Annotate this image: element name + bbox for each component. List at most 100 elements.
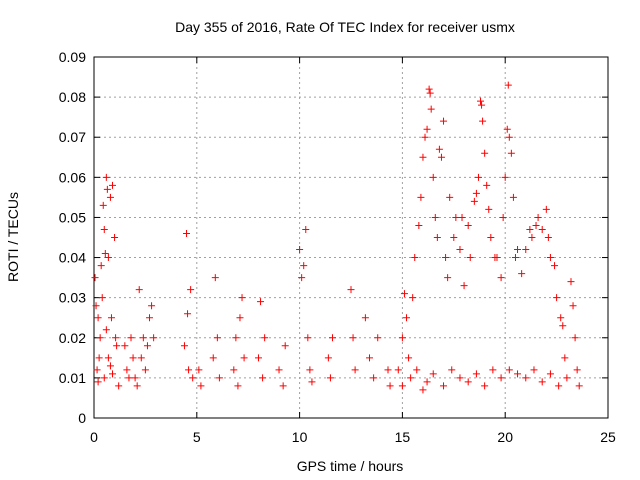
data-point	[485, 205, 493, 213]
data-point	[106, 193, 114, 201]
data-point	[546, 254, 554, 262]
data-point	[514, 246, 522, 254]
data-point	[427, 105, 435, 113]
x-tick-label: 0	[90, 429, 98, 445]
data-point	[419, 386, 427, 394]
data-point	[259, 374, 267, 382]
data-point	[109, 181, 117, 189]
data-point	[101, 250, 109, 258]
x-tick-label: 25	[600, 429, 616, 445]
data-point	[180, 342, 188, 350]
data-point	[442, 254, 450, 262]
data-point	[127, 334, 135, 342]
data-point	[511, 254, 519, 262]
data-point	[104, 254, 112, 262]
data-point	[213, 334, 221, 342]
data-point	[464, 378, 472, 386]
scatter-points	[91, 81, 583, 394]
data-point	[394, 366, 402, 374]
data-point	[326, 374, 334, 382]
y-axis-title: ROTI / TECUs	[5, 192, 21, 282]
data-point	[409, 294, 417, 302]
data-point	[281, 342, 289, 350]
data-point	[400, 290, 408, 298]
x-axis-title: GPS time / hours	[297, 458, 404, 474]
data-point	[440, 117, 448, 125]
y-tick-label: 0.01	[59, 370, 86, 386]
data-point	[563, 374, 571, 382]
data-point	[555, 382, 563, 390]
data-point	[478, 101, 486, 109]
data-point	[553, 294, 561, 302]
data-point	[444, 274, 452, 282]
data-point	[300, 262, 308, 270]
data-point	[429, 370, 437, 378]
data-point	[505, 133, 513, 141]
data-point	[458, 213, 466, 221]
data-point	[481, 382, 489, 390]
data-point	[104, 354, 112, 362]
data-point	[215, 374, 223, 382]
data-point	[507, 149, 515, 157]
data-point	[112, 334, 120, 342]
data-point	[115, 382, 123, 390]
data-point	[370, 374, 378, 382]
data-point	[544, 234, 552, 241]
data-point	[433, 234, 441, 241]
data-point	[143, 342, 151, 350]
data-point	[195, 366, 203, 374]
data-point	[95, 354, 103, 362]
data-point	[150, 334, 158, 342]
data-point	[384, 366, 392, 374]
data-point	[91, 274, 99, 282]
x-tick-label: 20	[497, 429, 513, 445]
data-point	[499, 213, 507, 221]
data-point	[423, 125, 431, 133]
data-point	[184, 310, 192, 318]
data-point	[398, 334, 406, 342]
data-point	[93, 366, 101, 374]
data-point	[304, 334, 312, 342]
data-point	[456, 374, 464, 382]
data-point	[98, 294, 106, 302]
data-point	[440, 382, 448, 390]
data-point	[421, 133, 429, 141]
data-point	[413, 366, 421, 374]
plot-frame	[93, 56, 609, 419]
data-point	[94, 378, 102, 386]
data-point	[425, 85, 433, 93]
data-point	[107, 314, 115, 322]
y-tick-label: 0.02	[59, 330, 86, 346]
data-point	[106, 362, 114, 370]
data-point	[131, 374, 139, 382]
y-tick-label: 0.03	[59, 290, 86, 306]
data-point	[102, 173, 110, 181]
data-point	[534, 213, 542, 221]
data-point	[328, 334, 336, 342]
data-point	[275, 366, 283, 374]
data-point	[121, 342, 129, 350]
data-point	[279, 382, 287, 390]
data-point	[187, 286, 195, 294]
data-point	[446, 193, 454, 201]
data-point	[374, 334, 382, 342]
data-point	[456, 246, 464, 254]
data-point	[522, 246, 530, 254]
data-point	[234, 382, 242, 390]
data-point	[567, 278, 575, 286]
data-point	[483, 181, 491, 189]
y-tick-label: 0.06	[59, 169, 86, 185]
x-tick-label: 5	[193, 429, 201, 445]
data-point	[302, 225, 310, 233]
data-point	[487, 234, 495, 241]
data-point	[141, 366, 149, 374]
data-point	[504, 81, 512, 89]
data-point	[575, 382, 583, 390]
data-point	[100, 374, 108, 382]
data-point	[452, 213, 460, 221]
data-point	[538, 225, 546, 233]
data-point	[405, 354, 413, 362]
data-point	[503, 125, 511, 133]
data-point	[437, 153, 445, 161]
